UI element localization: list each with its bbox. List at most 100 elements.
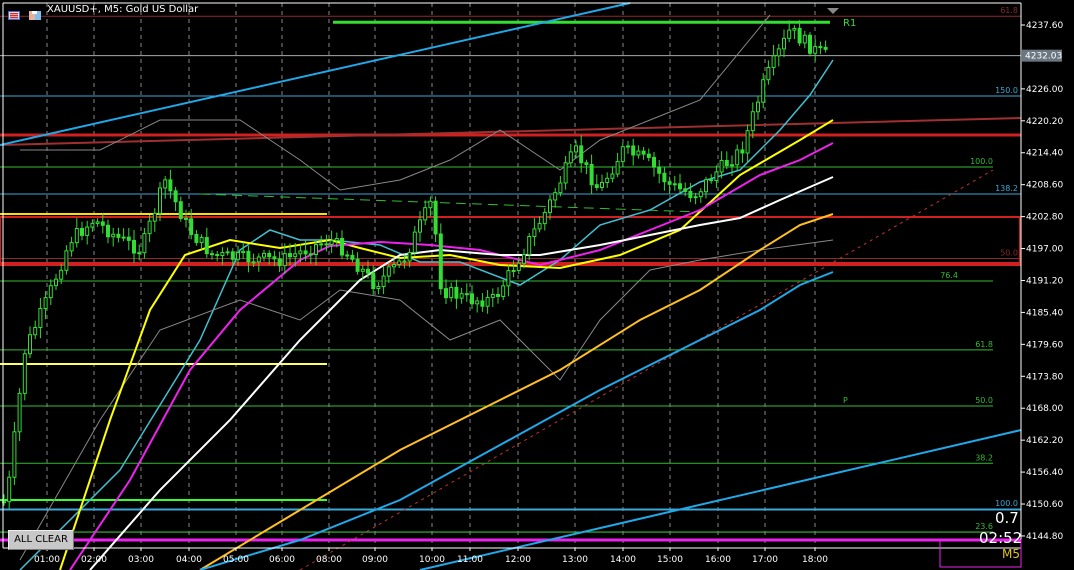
save-template-icon[interactable] xyxy=(29,5,41,20)
candle-body xyxy=(90,222,95,228)
candle-body xyxy=(204,237,209,255)
candle-body xyxy=(485,296,490,307)
candle-body xyxy=(137,252,142,255)
candle-body xyxy=(600,181,604,188)
candle-body xyxy=(698,191,703,198)
timeframe-label: M5 xyxy=(1002,547,1020,561)
candle-body xyxy=(142,233,147,254)
candle-body xyxy=(111,233,116,238)
candle-body xyxy=(298,250,303,255)
price-label: 4185.40 xyxy=(1026,308,1063,318)
candle-body xyxy=(761,79,766,103)
ma-yellow xyxy=(59,119,834,570)
candle-body xyxy=(7,476,12,503)
candle-body xyxy=(553,192,558,201)
level-label: 61.8 xyxy=(975,340,993,349)
level-lines: 61.8 R1 150.0 100.0 138.2 50.0 76.4 61.8 50.0 P 38… xyxy=(0,6,1022,542)
price-label: 4173.80 xyxy=(1026,372,1063,382)
candle-body xyxy=(282,253,287,267)
candle-body xyxy=(527,235,532,256)
candle-body xyxy=(163,179,168,189)
level-label: 150.0 xyxy=(995,86,1018,95)
ma-blue xyxy=(199,271,834,570)
chart-list-icon[interactable] xyxy=(8,5,20,20)
candle-body xyxy=(319,243,324,246)
candle-body xyxy=(376,285,381,290)
candle-body xyxy=(615,161,620,175)
candle-body xyxy=(631,145,636,156)
time-label: 15:00 xyxy=(657,555,683,565)
candle-body xyxy=(750,111,755,132)
candle-body xyxy=(823,46,828,50)
current-price-label: 4232.03 xyxy=(1025,52,1062,62)
candle-body xyxy=(516,262,521,271)
price-label: 4214.40 xyxy=(1026,149,1063,159)
candle-body xyxy=(28,334,32,355)
chart-title: XAUUSD+, M5: Gold US Dollar xyxy=(47,4,199,15)
candle-body xyxy=(407,251,412,262)
price-label: 4220.20 xyxy=(1026,117,1063,127)
candle-body xyxy=(303,250,308,255)
time-label: 02:00 xyxy=(81,555,107,565)
scroll-marker-icon xyxy=(827,8,839,14)
level-label: P xyxy=(843,396,848,405)
candle-body xyxy=(579,145,584,164)
price-label: 4150.60 xyxy=(1026,500,1063,510)
level-label: R1 xyxy=(843,18,856,29)
candle-body xyxy=(428,200,433,209)
candle-body xyxy=(116,233,121,238)
candle-body xyxy=(735,149,740,166)
candle-body xyxy=(121,236,126,239)
candle-body xyxy=(464,293,469,296)
candle-body xyxy=(776,48,781,57)
time-label: 13:00 xyxy=(562,555,588,565)
candle-body xyxy=(558,182,563,194)
candle-body xyxy=(412,231,417,253)
level-label: 50.0 xyxy=(975,396,993,405)
candle-body xyxy=(610,173,615,179)
candle-body xyxy=(38,307,43,328)
candle-body xyxy=(350,254,355,260)
price-label: 4191.20 xyxy=(1026,276,1063,286)
candle-body xyxy=(184,217,188,220)
sloped-resistance-line xyxy=(0,117,1022,146)
candle-body xyxy=(797,27,802,44)
candle-body xyxy=(33,326,38,336)
candle-body xyxy=(574,145,578,153)
spread-value: 0.7 xyxy=(995,509,1019,527)
ma-orange xyxy=(199,213,834,570)
candle-body xyxy=(308,253,313,256)
candle-body xyxy=(80,228,84,236)
candle-body xyxy=(454,286,459,299)
all-clear-button[interactable]: ALL CLEAR xyxy=(8,530,74,550)
candle-body xyxy=(683,188,688,192)
candle-body xyxy=(693,196,698,199)
candle-body xyxy=(620,146,625,163)
candle-body xyxy=(475,300,480,305)
time-label: 17:00 xyxy=(752,555,778,565)
candle-body xyxy=(314,244,318,255)
candle-body xyxy=(444,288,448,299)
time-label: 10:00 xyxy=(419,555,445,565)
candle-body xyxy=(709,179,714,182)
candle-body xyxy=(652,156,656,168)
candle-body xyxy=(787,29,792,39)
candle-body xyxy=(771,55,776,69)
candle-body xyxy=(646,153,651,158)
level-label: 50.0 xyxy=(1000,248,1018,257)
bollinger-lower xyxy=(19,239,834,561)
candle-body xyxy=(236,252,240,260)
candle-body xyxy=(641,150,646,155)
candle-body xyxy=(225,251,230,254)
candle-body xyxy=(397,260,402,266)
candle-body xyxy=(704,179,708,193)
candle-body xyxy=(688,190,693,199)
candle-body xyxy=(256,256,261,263)
candle-body xyxy=(714,171,719,182)
candle-body xyxy=(449,286,454,299)
candle-body xyxy=(178,201,183,219)
candle-body xyxy=(158,187,162,214)
candles xyxy=(2,8,839,509)
